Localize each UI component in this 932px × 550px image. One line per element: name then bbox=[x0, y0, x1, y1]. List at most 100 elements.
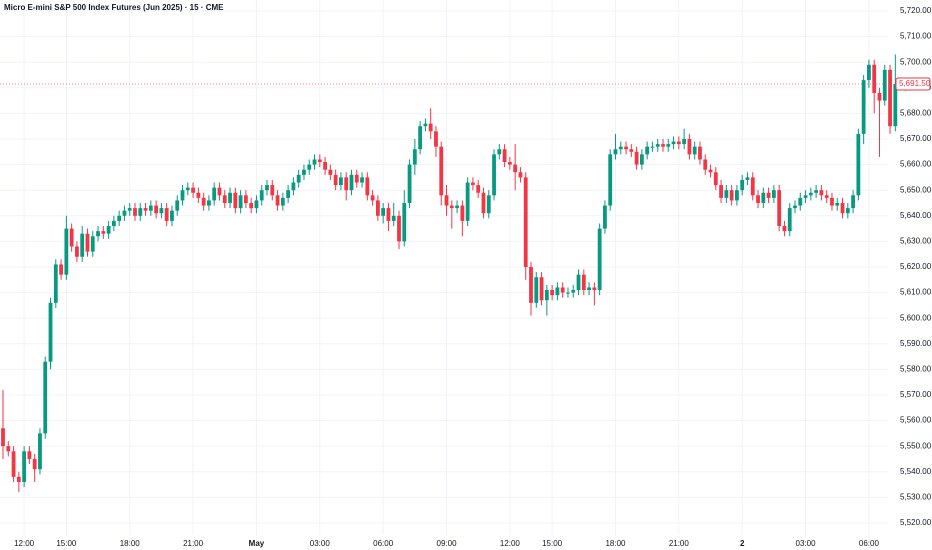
candle-body bbox=[539, 277, 544, 301]
candle-body bbox=[43, 361, 48, 434]
candles bbox=[1, 54, 898, 493]
candle-body bbox=[302, 169, 306, 175]
candle-body bbox=[238, 195, 243, 209]
candle-body bbox=[196, 192, 201, 198]
candle-body bbox=[777, 190, 782, 227]
candle-body bbox=[423, 123, 428, 127]
y-tick-label: 5,580.00 bbox=[900, 364, 932, 373]
candle-body bbox=[133, 208, 137, 216]
candle-body bbox=[80, 233, 85, 257]
candle-body bbox=[761, 192, 766, 203]
candle-body bbox=[386, 208, 391, 221]
candle-body bbox=[106, 226, 111, 234]
candle-body bbox=[444, 195, 449, 206]
candle-body bbox=[222, 195, 227, 203]
y-tick-label: 5,700.00 bbox=[900, 57, 932, 66]
candle-body bbox=[613, 149, 618, 155]
candle-body bbox=[159, 208, 164, 214]
y-tick-label: 5,620.00 bbox=[900, 262, 932, 271]
candle-body bbox=[412, 149, 417, 165]
x-tick-label: 12:00 bbox=[500, 539, 521, 548]
candle-body bbox=[243, 195, 248, 203]
candle-body bbox=[375, 200, 380, 216]
candle-body bbox=[22, 451, 27, 483]
candle-body bbox=[138, 208, 143, 216]
candle-body bbox=[471, 182, 475, 186]
candle-body bbox=[360, 177, 364, 183]
candle-body bbox=[6, 446, 11, 452]
candle-body bbox=[460, 205, 465, 221]
candle-body bbox=[624, 146, 628, 150]
candle-body bbox=[629, 149, 634, 152]
candle-body bbox=[476, 185, 481, 193]
candle-body bbox=[180, 190, 185, 201]
candle-body bbox=[265, 185, 269, 191]
x-tick-label: 21:00 bbox=[669, 539, 690, 548]
candle-body bbox=[212, 187, 217, 201]
candle-body bbox=[185, 187, 190, 191]
candle-body bbox=[191, 187, 195, 193]
candle-body bbox=[750, 177, 755, 196]
candle-body bbox=[96, 231, 100, 237]
candle-body bbox=[845, 208, 850, 214]
candle-body bbox=[597, 228, 602, 291]
candle-body bbox=[587, 287, 591, 291]
candle-body bbox=[143, 208, 148, 211]
candle-body bbox=[782, 226, 787, 232]
candle-body bbox=[534, 277, 539, 303]
candle-body bbox=[333, 174, 338, 186]
x-tick-label: 15:00 bbox=[56, 539, 77, 548]
candle-body bbox=[170, 210, 174, 221]
candle-body bbox=[38, 433, 42, 470]
candle-body bbox=[439, 146, 444, 196]
candle-body bbox=[497, 149, 502, 155]
grid bbox=[0, 0, 888, 535]
candle-body bbox=[523, 177, 528, 267]
candle-body bbox=[893, 83, 898, 127]
candle-body bbox=[861, 80, 866, 134]
y-tick-label: 5,670.00 bbox=[900, 134, 932, 143]
candle-body bbox=[75, 246, 79, 257]
x-tick-label: 06:00 bbox=[859, 539, 880, 548]
candle-body bbox=[581, 274, 586, 291]
candle-body bbox=[666, 144, 671, 147]
y-tick-label: 5,540.00 bbox=[900, 467, 932, 476]
candle-body bbox=[259, 190, 264, 201]
candle-body bbox=[766, 192, 771, 198]
candle-body bbox=[682, 138, 687, 145]
y-tick-label: 5,600.00 bbox=[900, 313, 932, 322]
y-tick-label: 5,660.00 bbox=[900, 160, 932, 169]
candle-body bbox=[344, 177, 349, 191]
candle-body bbox=[814, 190, 819, 193]
candle-body bbox=[32, 458, 37, 470]
candle-body bbox=[207, 200, 211, 206]
candle-body bbox=[455, 205, 459, 209]
candle-body bbox=[217, 187, 222, 196]
candle-body bbox=[550, 290, 555, 296]
candle-body bbox=[111, 220, 116, 227]
candle-body bbox=[719, 185, 723, 198]
candle-body bbox=[90, 236, 95, 252]
candle-body bbox=[101, 231, 106, 234]
x-tick-label: 2 bbox=[740, 539, 745, 548]
candle-body bbox=[53, 264, 58, 303]
candle-body bbox=[69, 228, 74, 247]
candle-body bbox=[808, 192, 813, 196]
candle-body bbox=[307, 164, 312, 170]
candle-body bbox=[518, 172, 523, 178]
candle-body bbox=[85, 233, 90, 252]
candle-body bbox=[175, 200, 180, 211]
candle-body bbox=[703, 159, 708, 170]
candle-body bbox=[286, 190, 291, 198]
y-tick-label: 5,720.00 bbox=[900, 6, 932, 15]
candle-body bbox=[365, 177, 370, 196]
candle-body bbox=[756, 195, 760, 203]
candle-body bbox=[856, 133, 861, 196]
candle-body bbox=[1, 428, 5, 447]
candle-body bbox=[771, 190, 776, 198]
candle-body bbox=[819, 190, 824, 196]
candle-body bbox=[713, 172, 718, 186]
chart-title: Micro E-mini S&P 500 Index Futures (Jun … bbox=[4, 3, 224, 12]
candle-body bbox=[201, 197, 206, 206]
